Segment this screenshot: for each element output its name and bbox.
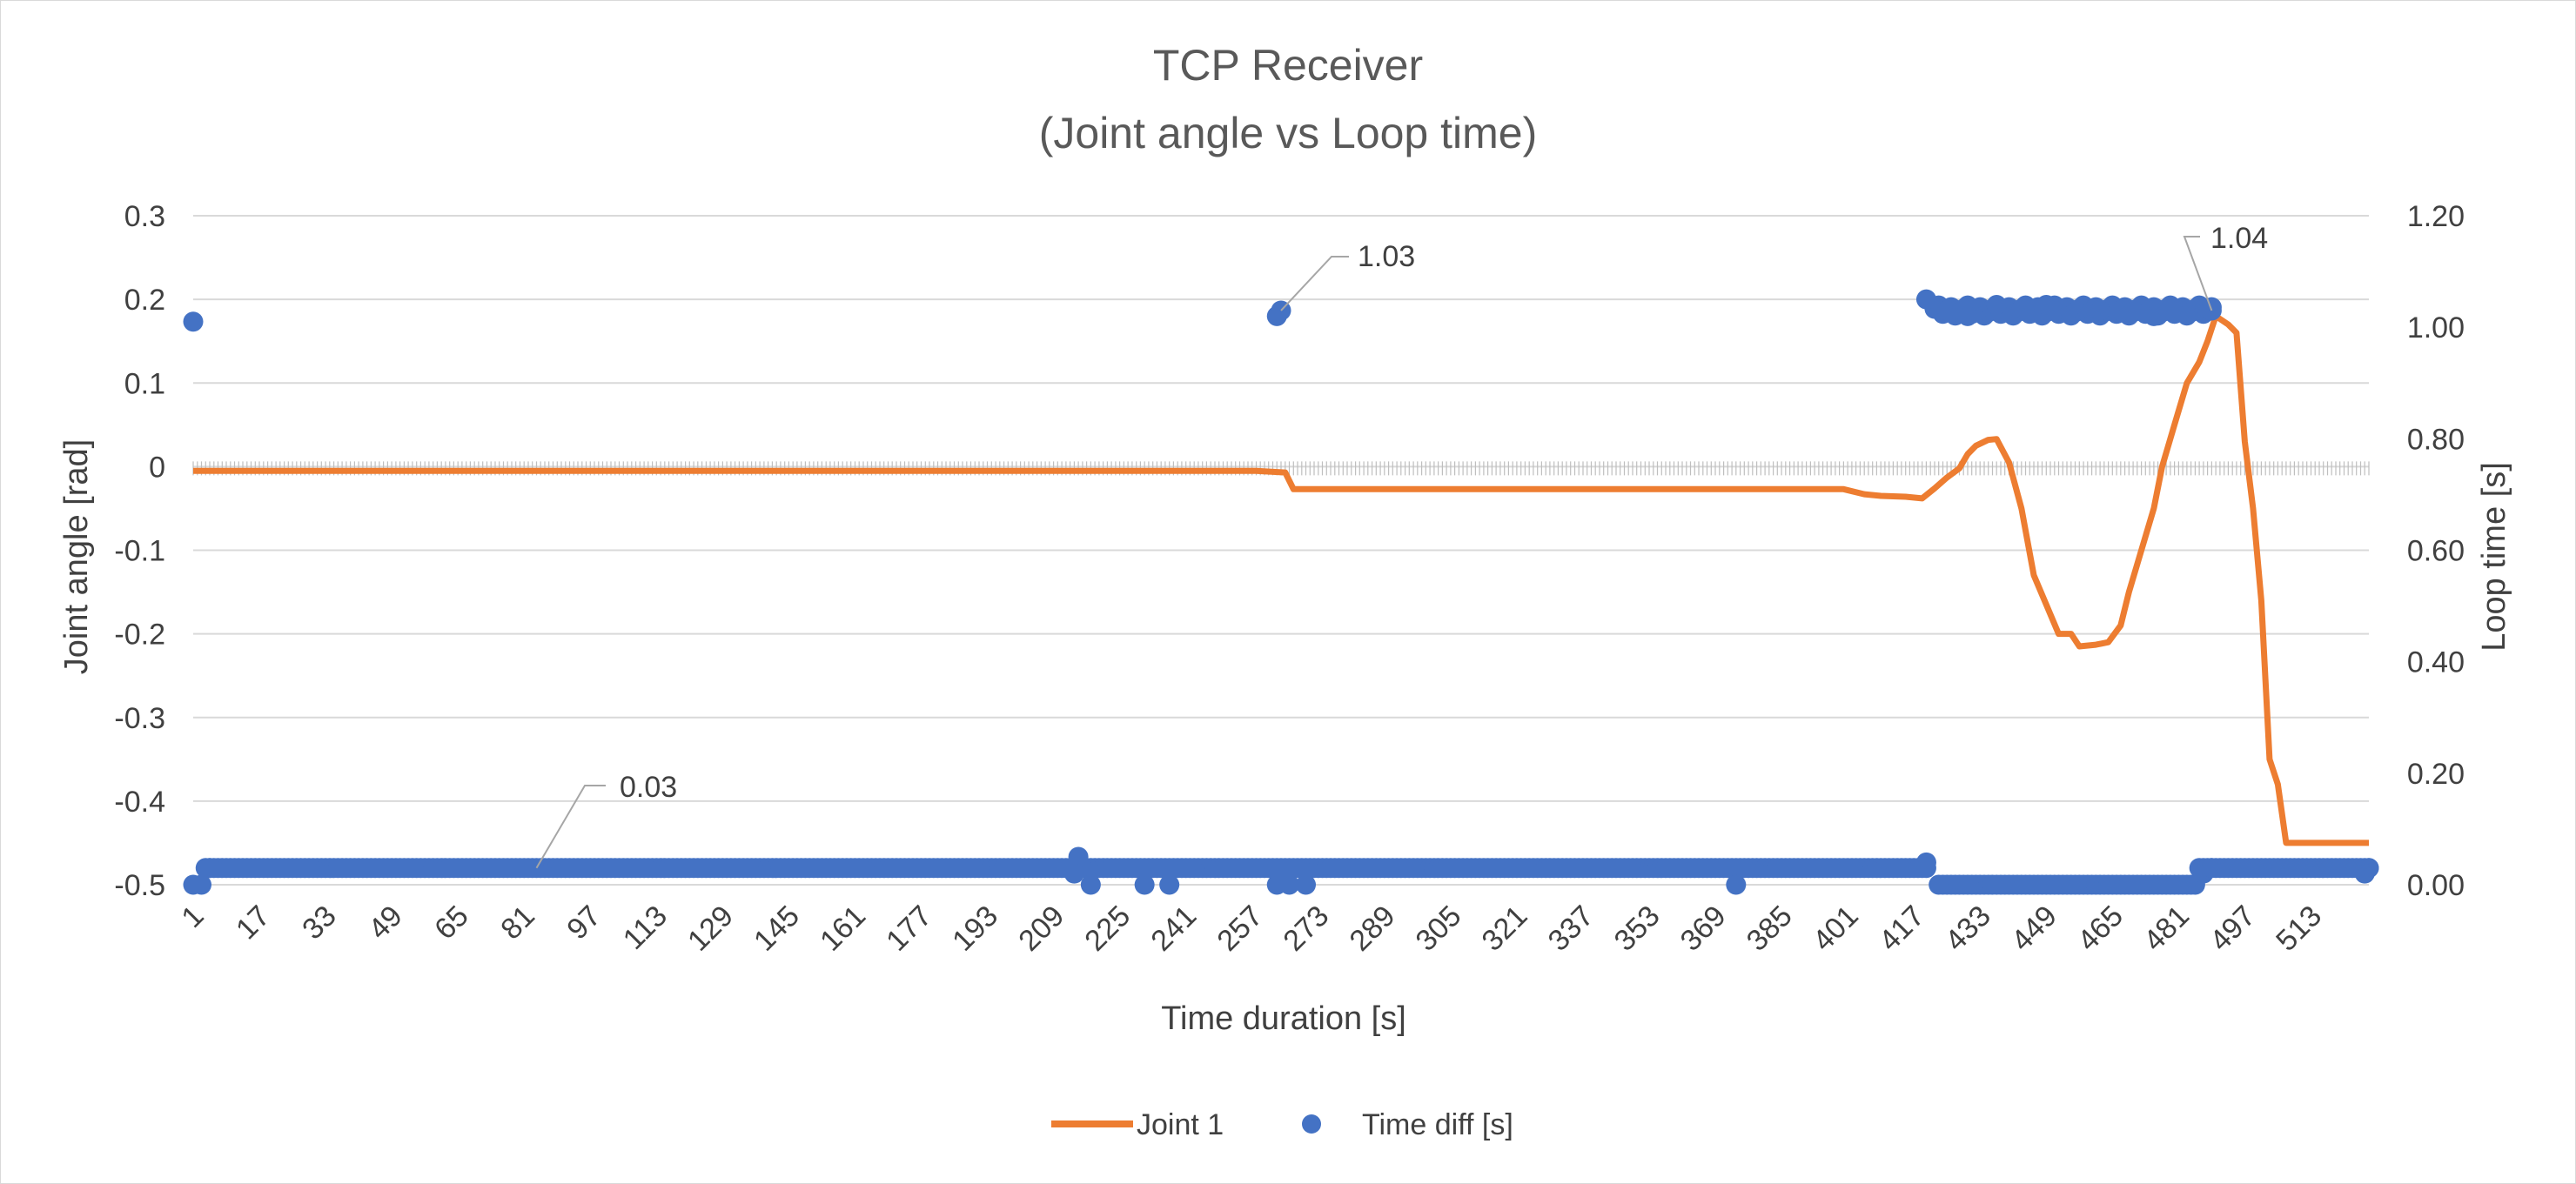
- y-right-tick-label: 0.60: [2407, 535, 2465, 568]
- time-diff-point: [1929, 874, 1949, 895]
- x-tick-label: 321: [1476, 900, 1534, 958]
- y-left-tick-label: 0.2: [124, 284, 165, 317]
- x-tick-label: 177: [880, 900, 938, 958]
- x-tick-label: 65: [428, 900, 475, 947]
- x-tick-label: 145: [748, 900, 806, 958]
- y-left-tick-label: -0.4: [114, 786, 165, 819]
- x-tick-label: 97: [560, 900, 607, 947]
- x-tick-label: 433: [1939, 900, 1997, 958]
- x-tick-label: 305: [1410, 900, 1468, 958]
- y-right-tick-label: 0.20: [2407, 758, 2465, 791]
- x-tick-label: 1: [175, 900, 210, 934]
- y-left-tick-label: 0: [149, 451, 165, 484]
- time-diff-point: [199, 858, 220, 879]
- legend-time-diff-swatch: [1302, 1114, 1321, 1134]
- time-diff-point: [2201, 858, 2222, 879]
- legend: Joint 1 Time diff [s]: [1051, 1108, 1513, 1141]
- y-left-tick-label: 0.1: [124, 367, 165, 400]
- y-left-tick-label: -0.5: [114, 869, 165, 902]
- data-label: 1.03: [1358, 240, 1415, 273]
- time-diff-point: [1134, 874, 1155, 895]
- y-right-tick-label: 1.00: [2407, 311, 2465, 344]
- time-diff-point: [1936, 300, 1957, 321]
- y-axis-right-ticks: 1.20 1.00 0.80 0.60 0.40 0.20 0.00: [2407, 200, 2465, 902]
- data-label-leader: [1280, 256, 1349, 311]
- time-diff-point: [2143, 305, 2164, 326]
- x-tick-label: 337: [1542, 900, 1600, 958]
- y-axis-right-title: Loop time [s]: [2476, 462, 2512, 652]
- x-axis-title: Time duration [s]: [1161, 1000, 1406, 1037]
- y-left-tick-label: -0.2: [114, 619, 165, 652]
- time-diff-point: [1080, 874, 1101, 895]
- x-axis-ticks: 1 17 33 49 65 81 97 113 129 145 161 177 193 209 225 241…: [175, 900, 2328, 958]
- x-tick-label: 209: [1012, 900, 1070, 958]
- time-diff-point: [2090, 300, 2110, 321]
- series-time-diff: [183, 289, 2379, 895]
- y-right-tick-label: 0.80: [2407, 423, 2465, 456]
- y-left-tick-label: 0.3: [124, 200, 165, 233]
- time-diff-point: [1063, 863, 1084, 884]
- x-tick-label: 273: [1277, 900, 1335, 958]
- x-tick-label: 289: [1343, 900, 1401, 958]
- time-diff-point: [1915, 289, 1936, 310]
- y-left-tick-label: -0.3: [114, 702, 165, 735]
- time-diff-point: [183, 311, 204, 332]
- x-tick-label: 401: [1807, 900, 1865, 958]
- x-tick-label: 385: [1741, 900, 1799, 958]
- x-tick-label: 161: [814, 900, 872, 958]
- data-label-leader: [2183, 236, 2213, 311]
- x-tick-label: 353: [1608, 900, 1667, 958]
- time-diff-point: [1957, 305, 1978, 326]
- time-diff-point: [2354, 863, 2375, 884]
- y-left-tick-label: -0.1: [114, 535, 165, 568]
- x-tick-label: 465: [2071, 900, 2130, 958]
- x-tick-label: 113: [617, 900, 674, 956]
- x-tick-label: 225: [1078, 900, 1137, 958]
- y-right-tick-label: 1.20: [2407, 200, 2465, 233]
- time-diff-point: [1159, 874, 1180, 895]
- x-tick-label: 369: [1674, 900, 1733, 958]
- time-diff-point: [2036, 295, 2056, 316]
- time-diff-point: [1068, 846, 1089, 867]
- joint-1-line: [193, 312, 2369, 846]
- x-tick-label: 417: [1873, 900, 1931, 958]
- x-tick-label: 33: [296, 900, 343, 947]
- x-tick-label: 449: [2005, 900, 2063, 958]
- time-diff-point: [1296, 874, 1317, 895]
- time-diff-point: [1726, 874, 1747, 895]
- time-diff-point: [191, 874, 212, 895]
- y-right-tick-label: 0.40: [2407, 646, 2465, 679]
- data-label: 0.03: [620, 771, 677, 804]
- x-tick-label: 17: [230, 900, 277, 947]
- x-tick-label: 481: [2137, 900, 2196, 958]
- legend-time-diff-label: Time diff [s]: [1362, 1108, 1513, 1141]
- x-tick-label: 513: [2270, 900, 2328, 958]
- data-label-leader: [535, 785, 606, 869]
- x-tick-label: 497: [2204, 900, 2262, 958]
- x-tick-label: 129: [681, 900, 740, 958]
- y-axis-left-ticks: 0.3 0.2 0.1 0 -0.1 -0.2 -0.3 -0.4 -0.5: [114, 200, 165, 902]
- time-diff-point: [1915, 852, 1936, 873]
- y-right-tick-label: 0.00: [2407, 869, 2465, 902]
- x-tick-label: 49: [362, 900, 409, 947]
- x-tick-label: 241: [1144, 900, 1203, 958]
- chart-title-line1: TCP Receiver: [1153, 41, 1423, 90]
- data-label: 1.04: [2210, 222, 2268, 255]
- legend-joint-1-label: Joint 1: [1137, 1108, 1224, 1141]
- chart-title-line2: (Joint angle vs Loop time): [1039, 109, 1538, 157]
- data-labels: 0.03 1.03 1.04: [535, 222, 2268, 869]
- time-diff-point: [1279, 874, 1300, 895]
- y-axis-left-title: Joint angle [rad]: [58, 439, 95, 674]
- series-joint-1: [193, 312, 2369, 846]
- x-tick-label: 81: [494, 900, 541, 947]
- time-diff-point: [1986, 295, 2007, 316]
- x-tick-label: 193: [946, 900, 1004, 958]
- x-tick-label: 257: [1211, 900, 1269, 958]
